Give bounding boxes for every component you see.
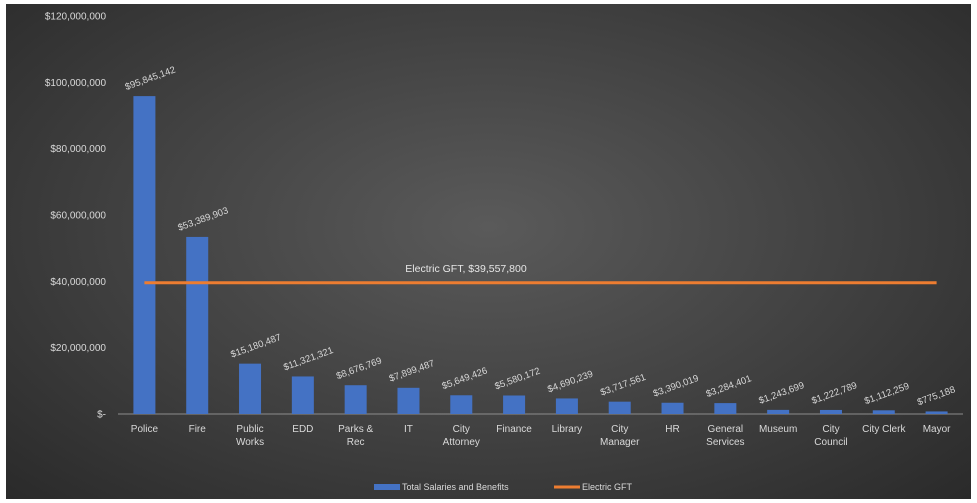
bar [133, 96, 156, 414]
category-label-line: EDD [292, 424, 313, 435]
bar-value-label: $4,690,239 [546, 369, 594, 396]
category-label-line: Finance [496, 424, 532, 435]
bar [714, 403, 737, 414]
category-label: Museum [759, 424, 797, 435]
bar-value-label: $3,390,019 [652, 373, 700, 400]
category-label-line: Library [552, 424, 583, 435]
salaries-chart: $- $20,000,000 $40,000,000 $60,000,000 $80,0… [45, 12, 963, 492]
bar [186, 236, 209, 414]
category-label-line: Fire [189, 424, 207, 435]
bar-value-label: $7,899,487 [388, 358, 436, 385]
category-label-line: HR [665, 424, 679, 435]
category-label: City Attorney [443, 424, 480, 448]
bar-value-label: $8,676,769 [335, 355, 383, 382]
category-label-line: City [822, 424, 839, 435]
bar-value-label: $5,580,172 [493, 366, 541, 393]
category-label-line: Public [236, 424, 263, 435]
bar-value-label: $95,845,142 [124, 65, 177, 93]
bar [767, 409, 790, 414]
category-label-line: City [611, 424, 628, 435]
y-tick-label: $120,000,000 [45, 12, 107, 23]
y-tick-label: $80,000,000 [50, 144, 106, 155]
category-label: EDD [292, 424, 313, 435]
bar [872, 410, 895, 414]
category-label: Public Works [236, 424, 264, 448]
category-label-line: Mayor [923, 424, 951, 435]
legend-line-label: Electric GFT [582, 482, 633, 492]
category-label-line: City [453, 424, 470, 435]
bar-value-label: $1,112,259 [863, 381, 911, 407]
category-label: IT [404, 424, 413, 435]
y-tick-label: $60,000,000 [50, 211, 106, 222]
y-tick-label: $20,000,000 [50, 343, 106, 354]
bar [239, 363, 262, 414]
bar [661, 402, 684, 414]
electric-gft-label: Electric GFT, $39,557,800 [405, 263, 527, 275]
bar-value-label: $53,389,903 [176, 205, 229, 233]
bar [555, 398, 578, 414]
category-label: City Clerk [862, 424, 906, 435]
category-label-line: General [708, 424, 744, 435]
category-label: Police [131, 424, 159, 435]
category-label-line: Works [236, 437, 264, 448]
legend-bar-swatch [374, 484, 400, 490]
y-tick-label: $40,000,000 [50, 277, 106, 288]
category-label: Finance [496, 424, 532, 435]
bar [344, 385, 367, 414]
category-label-line: Rec [347, 437, 365, 448]
category-label: Mayor [923, 424, 951, 435]
category-label: General Services [706, 424, 744, 448]
bar-value-label: $775,188 [916, 384, 957, 408]
category-label: HR [665, 424, 679, 435]
category-label: City Council [814, 424, 847, 448]
category-label-line: City Clerk [862, 424, 906, 435]
category-label-line: Police [131, 424, 159, 435]
category-label-line: IT [404, 424, 413, 435]
category-label-line: Council [814, 437, 847, 448]
bar-value-label: $3,284,401 [705, 373, 753, 400]
y-tick-label: $- [97, 410, 106, 421]
bar-value-label: $3,717,561 [599, 372, 647, 399]
bar [819, 409, 842, 414]
category-label-line: Services [706, 437, 744, 448]
bar [450, 395, 473, 414]
category-label: Library [552, 424, 583, 435]
category-label: Fire [189, 424, 207, 435]
bar [291, 376, 314, 414]
bar [608, 401, 631, 414]
bar [397, 387, 420, 414]
category-label-line: Attorney [443, 437, 480, 448]
bar [503, 395, 526, 414]
category-label-line: Manager [600, 437, 640, 448]
bar [925, 411, 948, 414]
bar-value-label: $5,649,426 [441, 365, 489, 392]
category-label-line: Parks & [338, 424, 373, 435]
category-label: City Manager [600, 424, 640, 448]
legend-bar-label: Total Salaries and Benefits [402, 482, 509, 492]
category-label-line: Museum [759, 424, 797, 435]
bar-value-label: $11,321,321 [282, 345, 335, 373]
bar-value-label: $1,243,699 [757, 380, 805, 407]
y-tick-label: $100,000,000 [45, 78, 107, 89]
chart-frame: $- $20,000,000 $40,000,000 $60,000,000 $80,0… [6, 4, 971, 499]
bar-value-label: $1,222,789 [810, 380, 858, 407]
category-label: Parks & Rec [338, 424, 373, 448]
bar-value-label: $15,180,487 [229, 332, 282, 360]
